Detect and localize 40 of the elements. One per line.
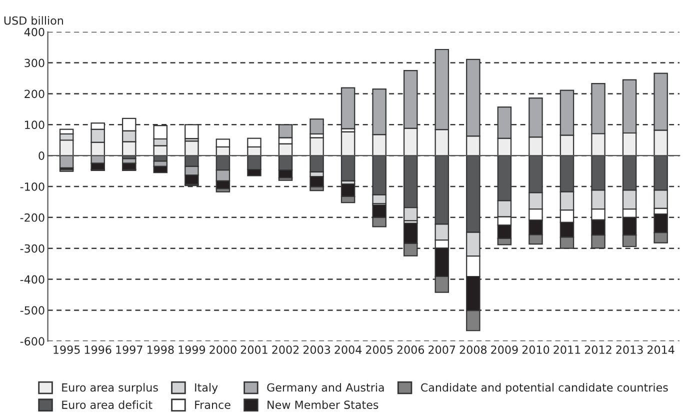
legend-label: New Member States xyxy=(268,400,378,409)
y-tick-label: 200 xyxy=(24,90,44,98)
legend-label: Euro area surplus xyxy=(62,383,158,394)
y-tick-label: -200 xyxy=(20,213,44,222)
x-tick-label: 2010 xyxy=(522,346,550,354)
x-tick-label: 1998 xyxy=(147,346,174,354)
x-tick-label: 2012 xyxy=(584,346,612,354)
x-tick-label: 2014 xyxy=(647,346,674,354)
legend-label: Candidate and potential candidate countries xyxy=(420,383,668,394)
legend-label: France xyxy=(195,400,230,409)
y-tick-label: 300 xyxy=(24,58,44,68)
x-tick-label: 1995 xyxy=(54,346,80,354)
legend-label: Italy xyxy=(195,383,218,394)
x-tick-label: 1996 xyxy=(84,346,112,354)
x-tick-label: 2011 xyxy=(554,346,580,354)
y-tick-label: 100 xyxy=(25,120,44,130)
x-tick-label: 2013 xyxy=(616,346,643,354)
x-tick-label: 2004 xyxy=(334,346,362,354)
y-tick-label: -500 xyxy=(20,306,44,315)
x-tick-label: 2008 xyxy=(460,346,487,354)
y-axis-title: USD billion xyxy=(4,16,63,25)
y-tick-label: -300 xyxy=(20,244,44,253)
x-tick-label: 2006 xyxy=(397,346,424,354)
legend-label: Euro area deficit xyxy=(62,400,152,409)
x-tick-label: 2009 xyxy=(491,346,518,354)
x-tick-label: 1999 xyxy=(178,346,206,354)
x-tick-label: 2003 xyxy=(303,346,330,354)
x-tick-label: 1997 xyxy=(116,346,142,354)
y-tick-label: -600 xyxy=(20,337,44,346)
y-tick-label: 400 xyxy=(24,28,44,36)
y-tick-label: 0 xyxy=(38,152,44,160)
y-tick-label: -100 xyxy=(20,182,44,191)
legend-label: Germany and Austria xyxy=(267,383,384,394)
x-tick-label: 2005 xyxy=(366,346,393,354)
x-tick-label: 2000 xyxy=(210,346,236,354)
y-tick-label: -400 xyxy=(20,275,44,284)
x-tick-label: 2007 xyxy=(428,346,456,354)
x-tick-label: 2001 xyxy=(240,346,268,354)
bar xyxy=(310,118,324,134)
x-tick-label: 2002 xyxy=(272,346,299,354)
